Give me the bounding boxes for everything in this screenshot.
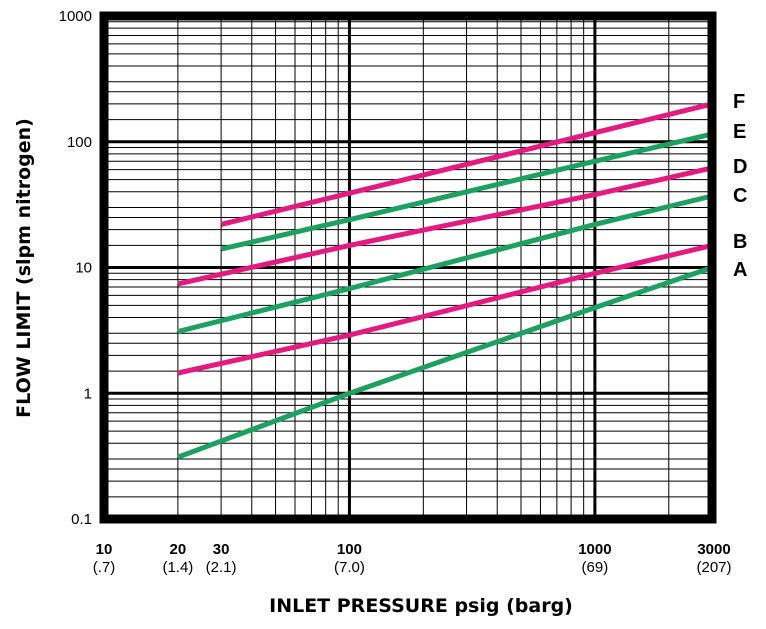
x-tick-label: 30: [213, 541, 230, 558]
series-line-e: [220, 131, 713, 252]
series-line-d: [177, 165, 713, 287]
x-tick-label: 1000: [578, 541, 611, 558]
x-tick-label: 20: [170, 541, 187, 558]
series-line-c: [177, 193, 713, 334]
series-label-e: E: [733, 121, 746, 143]
series-label-c: C: [733, 185, 747, 207]
y-tick-label: 10: [75, 260, 92, 277]
y-tick-label: 0.1: [71, 511, 92, 528]
x-tick-sublabel: (207): [696, 559, 731, 576]
x-tick-label: 100: [337, 541, 362, 558]
plot-frame: [99, 11, 717, 524]
series-label-f: F: [733, 91, 745, 113]
series-label-b: B: [733, 231, 747, 253]
series-line-a: [177, 265, 713, 460]
series-label-a: A: [733, 259, 747, 281]
x-tick-sublabel: (.7): [93, 559, 116, 576]
x-axis-ticks: 10(.7) 20(1.4) 30(2.1) 100(7.0) 1000(69) 3000…: [93, 541, 732, 576]
x-tick-sublabel: (1.4): [162, 559, 193, 576]
x-axis-label: INLET PRESSURE psig (barg): [269, 595, 573, 617]
x-tick-sublabel: (69): [582, 559, 609, 576]
x-tick-sublabel: (2.1): [206, 559, 237, 576]
series-lines: [177, 101, 713, 460]
x-tick-sublabel: (7.0): [334, 559, 365, 576]
y-tick-label: 100: [67, 134, 92, 151]
y-axis-ticks: 0.1 1 10 100 1000: [59, 8, 92, 528]
series-line-f: [220, 101, 713, 227]
x-tick-label: 3000: [697, 541, 730, 558]
y-tick-label: 1000: [59, 8, 92, 25]
y-axis-label: FLOW LIMIT (slpm nitrogen): [13, 118, 35, 418]
x-tick-label: 10: [96, 541, 113, 558]
series-line-b: [177, 242, 713, 376]
series-label-d: D: [733, 156, 747, 178]
y-tick-label: 1: [84, 385, 92, 402]
